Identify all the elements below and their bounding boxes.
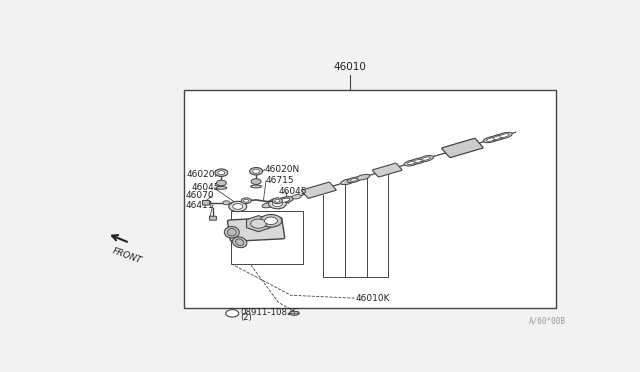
Text: N: N (230, 311, 235, 316)
Circle shape (233, 203, 243, 209)
Ellipse shape (269, 201, 280, 206)
Ellipse shape (348, 177, 361, 183)
Ellipse shape (411, 158, 426, 164)
Ellipse shape (490, 134, 506, 141)
Ellipse shape (227, 228, 236, 236)
Circle shape (250, 167, 262, 175)
Ellipse shape (251, 185, 262, 188)
Ellipse shape (497, 132, 512, 139)
Ellipse shape (276, 197, 293, 204)
Text: 46020N: 46020N (265, 165, 300, 174)
Ellipse shape (500, 134, 509, 137)
Ellipse shape (225, 227, 239, 238)
Ellipse shape (232, 237, 247, 248)
Ellipse shape (404, 160, 419, 166)
Text: A/60*00B: A/60*00B (529, 317, 566, 326)
Ellipse shape (236, 239, 244, 246)
Circle shape (216, 180, 227, 186)
Ellipse shape (356, 174, 370, 180)
Bar (231, 211, 303, 264)
Text: 46010: 46010 (334, 62, 367, 72)
Ellipse shape (419, 155, 433, 162)
Text: 46020N: 46020N (187, 170, 222, 179)
Circle shape (241, 198, 251, 203)
Circle shape (218, 171, 225, 175)
Text: 46010K: 46010K (355, 294, 390, 303)
Ellipse shape (414, 159, 422, 163)
Circle shape (264, 217, 277, 225)
Circle shape (251, 179, 261, 185)
FancyBboxPatch shape (442, 138, 483, 157)
Text: 46411: 46411 (186, 201, 214, 209)
Circle shape (273, 198, 282, 203)
Ellipse shape (289, 311, 300, 315)
Ellipse shape (408, 161, 415, 164)
Circle shape (253, 169, 260, 173)
Ellipse shape (493, 136, 502, 140)
Circle shape (229, 201, 246, 212)
FancyBboxPatch shape (209, 216, 216, 220)
FancyBboxPatch shape (372, 163, 402, 177)
Text: 46045: 46045 (191, 183, 220, 192)
Circle shape (223, 201, 230, 205)
Circle shape (215, 169, 228, 176)
Text: FRONT: FRONT (111, 247, 143, 266)
Ellipse shape (262, 203, 274, 208)
Text: 46045: 46045 (278, 187, 307, 196)
Circle shape (251, 219, 266, 228)
Circle shape (273, 201, 282, 206)
Circle shape (269, 198, 286, 209)
Ellipse shape (292, 195, 301, 199)
Circle shape (275, 199, 280, 202)
Circle shape (244, 199, 248, 202)
FancyBboxPatch shape (202, 201, 209, 205)
Ellipse shape (486, 138, 495, 141)
Text: 46070: 46070 (186, 191, 214, 201)
Ellipse shape (422, 157, 430, 160)
FancyBboxPatch shape (227, 218, 285, 241)
Ellipse shape (340, 179, 355, 185)
Ellipse shape (280, 198, 290, 202)
Ellipse shape (216, 186, 227, 189)
Ellipse shape (483, 136, 499, 143)
Text: 46715: 46715 (266, 176, 294, 185)
Ellipse shape (351, 178, 358, 181)
Text: 08911-1082G: 08911-1082G (241, 308, 300, 317)
Circle shape (226, 310, 239, 317)
Circle shape (260, 215, 282, 227)
Bar (184, 90, 556, 308)
Text: (2): (2) (241, 313, 252, 322)
FancyBboxPatch shape (301, 182, 336, 198)
